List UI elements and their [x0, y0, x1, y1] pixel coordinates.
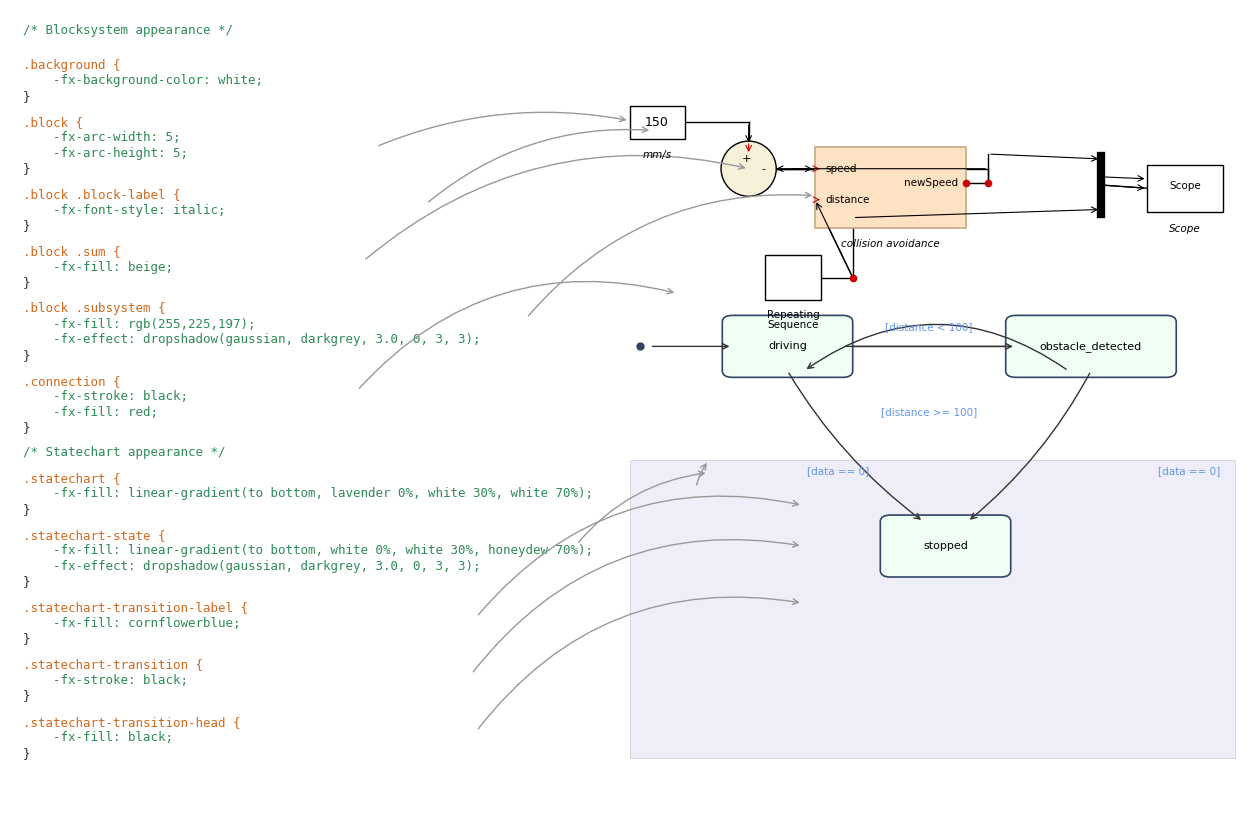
Text: .statechart-transition {: .statechart-transition { [23, 659, 203, 672]
Text: -fx-fill: rgb(255,225,197);: -fx-fill: rgb(255,225,197); [23, 318, 255, 331]
Text: [distance < 100]: [distance < 100] [885, 322, 973, 332]
Text: }: } [23, 747, 30, 760]
FancyBboxPatch shape [1147, 165, 1223, 212]
Text: }: } [23, 632, 30, 645]
Text: Scope: Scope [1169, 224, 1201, 234]
FancyBboxPatch shape [1006, 315, 1176, 377]
Text: -fx-stroke: black;: -fx-stroke: black; [23, 674, 188, 687]
Text: -fx-effect: dropshadow(gaussian, darkgrey, 3.0, 0, 3, 3);: -fx-effect: dropshadow(gaussian, darkgre… [23, 333, 480, 346]
Text: mm/s: mm/s [642, 150, 672, 160]
Text: [data == 0]: [data == 0] [1157, 465, 1220, 476]
Text: distance: distance [825, 195, 869, 205]
Text: [distance >= 100]: [distance >= 100] [882, 408, 977, 417]
Text: }: } [23, 503, 30, 516]
Text: -fx-font-style: italic;: -fx-font-style: italic; [23, 204, 224, 217]
Text: .block .subsystem {: .block .subsystem { [23, 302, 166, 315]
Ellipse shape [721, 141, 776, 196]
Text: .block .block-label {: .block .block-label { [23, 188, 181, 201]
Text: .statechart-transition-head {: .statechart-transition-head { [23, 716, 240, 729]
Text: -fx-background-color: white;: -fx-background-color: white; [23, 74, 262, 87]
Text: .statechart-state {: .statechart-state { [23, 529, 166, 542]
Text: .connection {: .connection { [23, 375, 120, 388]
FancyBboxPatch shape [722, 315, 853, 377]
Text: -: - [761, 164, 766, 174]
Text: .block .sum {: .block .sum { [23, 245, 120, 258]
Text: -fx-fill: red;: -fx-fill: red; [23, 406, 158, 419]
Text: .statechart {: .statechart { [23, 472, 120, 485]
Text: stopped: stopped [923, 541, 968, 551]
Text: speed: speed [825, 164, 856, 174]
FancyBboxPatch shape [815, 147, 966, 228]
Text: }: } [23, 162, 30, 175]
Text: }: } [23, 689, 30, 703]
Text: -fx-fill: linear-gradient(to bottom, lavender 0%, white 30%, white 70%);: -fx-fill: linear-gradient(to bottom, lav… [23, 487, 593, 500]
Text: }: } [23, 90, 30, 103]
Text: -fx-fill: linear-gradient(to bottom, white 0%, white 30%, honeydew 70%);: -fx-fill: linear-gradient(to bottom, whi… [23, 544, 593, 557]
Text: -fx-stroke: black;: -fx-stroke: black; [23, 390, 188, 403]
Text: +: + [741, 154, 751, 164]
Text: Scope: Scope [1169, 181, 1201, 191]
Text: obstacle_detected: obstacle_detected [1040, 341, 1142, 352]
Text: }: } [23, 219, 30, 232]
Text: driving: driving [767, 341, 808, 351]
Text: }: } [23, 575, 30, 588]
Text: .background {: .background { [23, 59, 120, 72]
Text: -fx-fill: cornflowerblue;: -fx-fill: cornflowerblue; [23, 617, 240, 630]
FancyBboxPatch shape [630, 460, 1235, 758]
FancyBboxPatch shape [630, 106, 685, 139]
Text: -fx-effect: dropshadow(gaussian, darkgrey, 3.0, 0, 3, 3);: -fx-effect: dropshadow(gaussian, darkgre… [23, 560, 480, 573]
Text: [data == 0]: [data == 0] [806, 465, 869, 476]
Text: .block {: .block { [23, 116, 83, 129]
Text: newSpeed: newSpeed [904, 178, 958, 188]
Text: }: } [23, 349, 30, 362]
Text: -fx-arc-height: 5;: -fx-arc-height: 5; [23, 147, 188, 160]
Text: -fx-fill: beige;: -fx-fill: beige; [23, 261, 173, 274]
Text: /* Statechart appearance */: /* Statechart appearance */ [23, 446, 224, 459]
FancyBboxPatch shape [765, 255, 821, 300]
FancyBboxPatch shape [880, 515, 1011, 577]
Text: collision avoidance: collision avoidance [841, 239, 939, 249]
Text: /* Blocksystem appearance */: /* Blocksystem appearance */ [23, 24, 232, 37]
Text: -fx-arc-width: 5;: -fx-arc-width: 5; [23, 131, 181, 144]
Text: }: } [23, 421, 30, 434]
Text: Sequence: Sequence [767, 320, 819, 330]
Text: Repeating: Repeating [766, 310, 820, 319]
Text: .statechart-transition-label {: .statechart-transition-label { [23, 601, 247, 615]
Text: 150: 150 [645, 116, 670, 129]
Text: -fx-fill: black;: -fx-fill: black; [23, 731, 173, 744]
Text: }: } [23, 276, 30, 289]
